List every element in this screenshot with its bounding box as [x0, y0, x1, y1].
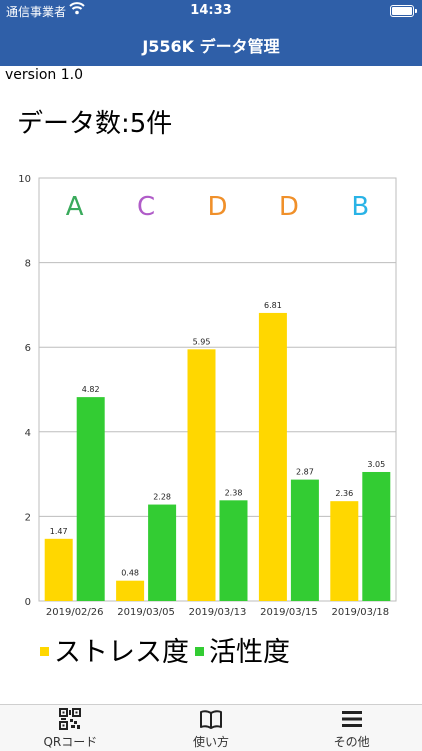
tab-how-to-use[interactable]: 使い方 — [141, 705, 282, 751]
bar — [187, 349, 216, 601]
y-tick-label: 6 — [25, 343, 31, 354]
bar-chart: 0 2 4 6 8 10 1.47 4.82 2019/02/26 A 0.48 2.28 2019/0… — [18, 174, 397, 618]
book-icon — [199, 708, 223, 734]
nav-title: J556K データ管理 — [142, 37, 280, 56]
legend-label-activity: 活性度 — [209, 637, 290, 668]
y-tick-label: 0 — [25, 597, 31, 608]
legend-item-stress: ストレス度 — [40, 630, 189, 669]
data-label: 6.81 — [264, 301, 282, 310]
bar — [258, 312, 287, 601]
data-label: 2.36 — [335, 489, 353, 498]
bar — [330, 501, 359, 601]
status-time: 14:33 — [190, 3, 232, 18]
legend-item-activity: 活性度 — [195, 630, 290, 669]
data-label: 5.95 — [193, 337, 211, 346]
bar — [219, 500, 248, 601]
qr-code-icon — [59, 708, 82, 734]
tab-label-how-to-use: 使い方 — [193, 735, 230, 749]
grade-label: A — [66, 192, 84, 222]
bar — [116, 580, 145, 601]
data-label: 2.87 — [296, 468, 314, 477]
grade-label: D — [279, 192, 299, 222]
x-tick-label: 2019/02/26 — [46, 607, 104, 618]
status-bar: 通信事業者 14:33 — [0, 0, 422, 22]
version-label: version 1.0 — [5, 67, 83, 83]
navigation-bar: 通信事業者 14:33 J556K データ管理 — [0, 0, 422, 66]
tab-label-qr-code: QRコード — [43, 735, 98, 749]
y-tick-label: 8 — [25, 259, 31, 270]
data-label: 0.48 — [121, 569, 139, 578]
chart-legend: ストレス度 活性度 — [40, 630, 290, 669]
y-tick-label: 10 — [18, 174, 31, 185]
carrier-label: 通信事業者 — [6, 5, 67, 19]
bar — [44, 538, 73, 601]
legend-swatch-stress — [40, 647, 49, 656]
tab-bar: QRコード 使い方 その他 — [0, 704, 422, 751]
legend-swatch-activity — [195, 647, 204, 656]
battery-icon — [390, 5, 417, 17]
data-count-label: データ数:5件 — [17, 109, 173, 139]
x-tick-label: 2019/03/15 — [260, 607, 318, 618]
grade-label: B — [351, 192, 369, 222]
bar — [290, 479, 319, 601]
bar — [76, 397, 105, 601]
data-label: 1.47 — [50, 527, 68, 536]
y-tick-label: 4 — [25, 428, 31, 439]
x-tick-label: 2019/03/18 — [331, 607, 389, 618]
x-tick-label: 2019/03/05 — [117, 607, 175, 618]
wifi-icon — [69, 1, 85, 18]
grade-label: D — [207, 192, 227, 222]
data-label: 2.28 — [153, 493, 171, 502]
data-label: 4.82 — [82, 385, 100, 394]
x-tick-label: 2019/03/13 — [189, 607, 247, 618]
grade-label: C — [137, 192, 155, 222]
menu-icon — [341, 708, 363, 734]
data-label: 2.38 — [225, 488, 243, 497]
bar — [148, 504, 177, 601]
data-label: 3.05 — [367, 460, 385, 469]
tab-label-other: その他 — [333, 735, 370, 749]
legend-label-stress: ストレス度 — [54, 637, 189, 668]
bar — [362, 471, 391, 601]
tab-qr-code[interactable]: QRコード — [0, 705, 141, 751]
tab-other[interactable]: その他 — [281, 705, 422, 751]
y-tick-label: 2 — [25, 512, 31, 523]
plot-area — [38, 177, 397, 602]
